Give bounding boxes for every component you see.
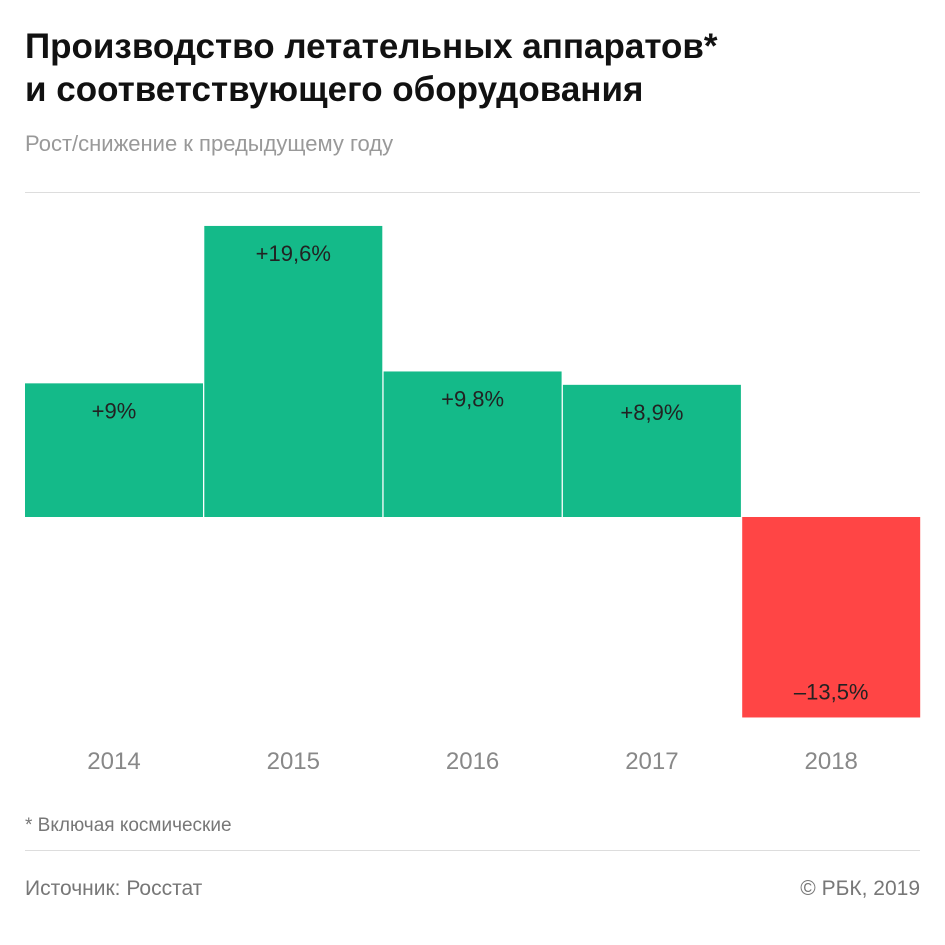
data-label-2015: +19,6% (256, 241, 331, 266)
bottom-divider (25, 850, 920, 851)
chart-subtitle: Рост/снижение к предыдущему году (25, 131, 394, 156)
bar-chart: +9% 2014 +19,6% 2015 +9,8% 2016 +8,9% 2017 –13,5… (25, 225, 921, 775)
copyright: © РБК, 2019 (800, 877, 920, 900)
bar-2015 (204, 225, 383, 517)
data-label-2016: +9,8% (441, 386, 504, 411)
x-tick-label-2014: 2014 (87, 748, 140, 775)
title-line-1: Производство летательных аппаратов* (25, 27, 718, 66)
data-label-2018: –13,5% (794, 679, 869, 704)
data-label-2017: +8,9% (620, 400, 683, 425)
x-tick-label-2018: 2018 (805, 748, 858, 775)
x-tick-label-2016: 2016 (446, 748, 499, 775)
footnote: * Включая космические (25, 815, 232, 836)
title-line-2: и соответствующего оборудования (25, 70, 644, 109)
source: Источник: Росстат (25, 877, 203, 900)
chart-title: Производство летательных аппаратов* и со… (25, 25, 925, 111)
bar-2018 (742, 517, 921, 718)
bar-2016 (383, 371, 562, 517)
x-tick-label-2017: 2017 (625, 748, 678, 775)
data-label-2014: +9% (92, 398, 137, 423)
bar-2014 (25, 383, 203, 517)
bar-2017 (562, 384, 741, 517)
x-tick-label-2015: 2015 (267, 748, 320, 775)
top-divider (25, 192, 920, 193)
